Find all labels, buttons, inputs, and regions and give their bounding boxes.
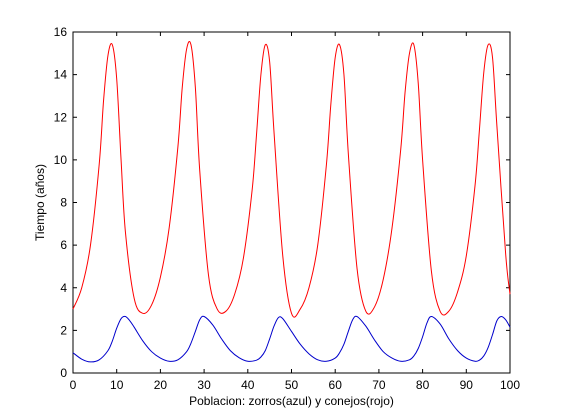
y-tick-label: 10: [54, 153, 68, 167]
x-tick-label: 70: [372, 378, 386, 392]
x-tick-label: 20: [154, 378, 168, 392]
x-tick-label: 30: [197, 378, 211, 392]
series-group: [72, 40, 511, 363]
x-tick-label: 0: [70, 378, 77, 392]
y-tick-label: 4: [60, 281, 67, 295]
x-axis: 0 10 20 30 40 50 60 70 80 90 100: [70, 32, 520, 392]
y-tick-label: 12: [54, 110, 68, 124]
x-tick-label: 100: [500, 378, 520, 392]
y-tick-label: 16: [54, 25, 68, 39]
x-tick-label: 10: [110, 378, 124, 392]
y-tick-label: 14: [54, 68, 68, 82]
y-axis: 0 2 4 6 8 10 12 14 16: [54, 25, 510, 380]
y-axis-label: Tiempo (años): [33, 164, 47, 241]
series-line-blue: [72, 315, 511, 363]
plot-area: [72, 31, 511, 374]
x-axis-label: Poblacion: zorros(azul) y conejos(rojo): [189, 394, 394, 408]
x-tick-label: 80: [416, 378, 430, 392]
y-tick-label: 8: [60, 196, 67, 210]
x-tick-label: 40: [241, 378, 255, 392]
x-tick-label: 90: [460, 378, 474, 392]
x-tick-label: 60: [329, 378, 343, 392]
x-tick-label: 50: [285, 378, 299, 392]
y-tick-label: 2: [60, 323, 67, 337]
y-tick-label: 0: [60, 366, 67, 380]
y-tick-label: 6: [60, 238, 67, 252]
series-line-red: [72, 40, 511, 318]
